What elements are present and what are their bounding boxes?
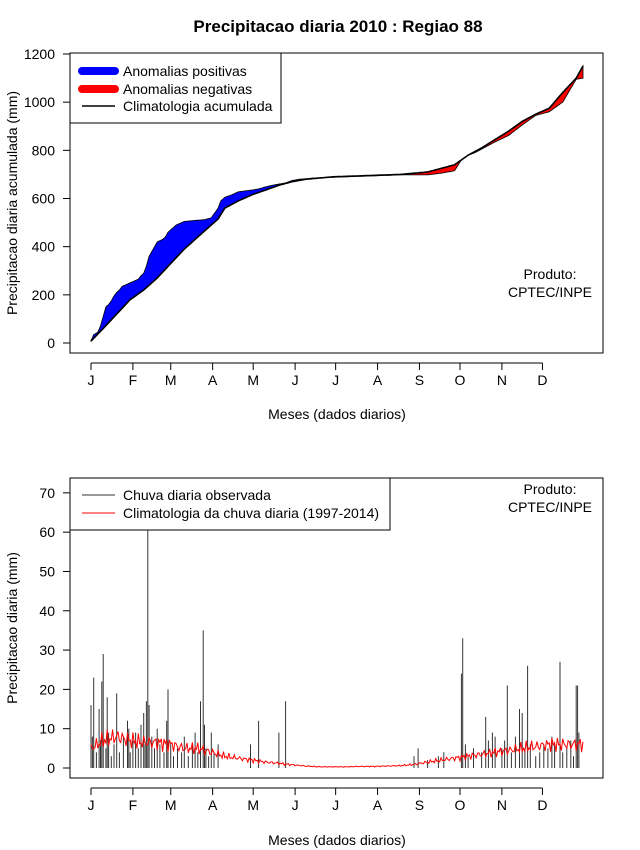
top-y-tick-label: 200 [32,287,56,303]
top-x-tick-label: N [497,372,507,388]
top-product-source: CPTEC/INPE [508,284,592,300]
bottom-legend: Chuva diaria observada Climatologia da c… [69,477,391,531]
bottom-x-tick-label: N [497,797,507,813]
top-x-tick-label: J [292,372,299,388]
top-x-tick-label: A [208,372,218,388]
bottom-x-axis-label: Meses (dados diarios) [268,832,406,848]
bottom-x-tick-label: J [332,797,339,813]
daily-climatology-line [90,729,584,768]
top-x-tick-label: J [332,372,339,388]
bottom-y-axis: 0 10 20 30 40 50 60 70 [39,485,71,776]
top-x-tick-label: M [165,372,177,388]
bottom-x-tick-label: M [247,797,259,813]
bottom-y-tick-label: 70 [39,485,55,501]
bottom-y-tick-label: 50 [39,563,55,579]
bottom-x-tick-label: J [88,797,95,813]
daily-chart: 0 10 20 30 40 50 60 70 J F M A M J J A S O N D Meses (dado… [4,477,604,848]
top-y-tick-label: 1200 [24,46,55,62]
top-x-axis-label: Meses (dados diarios) [268,406,406,422]
top-x-tick-label: O [455,372,466,388]
legend-negative-label: Anomalias negativas [123,81,252,97]
daily-observed-bars [90,524,580,768]
bottom-x-tick-label: M [165,797,177,813]
top-y-tick-label: 0 [47,335,55,351]
top-y-axis: 0 200 400 600 800 1000 1200 [24,46,71,351]
top-product-label: Produto: [524,266,577,282]
legend-climatology-label: Climatologia acumulada [123,98,273,114]
bottom-y-tick-label: 40 [39,603,55,619]
top-x-tick-label: A [373,372,383,388]
top-x-tick-label: S [415,372,424,388]
bottom-product-source: CPTEC/INPE [508,499,592,515]
climatology-accumulated-line [90,65,584,342]
top-x-tick-label: M [247,372,259,388]
bottom-legend-box [69,477,391,531]
bottom-y-tick-label: 20 [39,681,55,697]
top-y-tick-label: 1000 [24,94,55,110]
top-y-tick-label: 800 [32,142,56,158]
bottom-x-tick-label: O [455,797,466,813]
top-y-axis-label: Precipitacao diaria acumulada (mm) [4,91,20,315]
top-legend: Anomalias positivas Anomalias negativas … [69,52,282,124]
bottom-y-tick-label: 60 [39,524,55,540]
legend-positive-label: Anomalias positivas [123,63,247,79]
chart-title: Precipitacao diaria 2010 : Regiao 88 [193,17,482,36]
bottom-y-tick-label: 30 [39,642,55,658]
accumulated-chart: 0 200 400 600 800 1000 1200 J F M A M J J A S O N D Meses… [4,46,604,422]
bottom-x-tick-label: D [537,797,547,813]
bottom-y-axis-label: Precipitacao diaria (mm) [4,552,20,704]
top-y-tick-label: 400 [32,239,56,255]
bottom-y-tick-label: 0 [47,760,55,776]
bottom-x-tick-label: S [415,797,424,813]
legend-observed-label: Chuva diaria observada [123,487,271,503]
bottom-x-tick-label: A [373,797,383,813]
top-x-tick-label: J [88,372,95,388]
top-y-tick-label: 600 [32,191,56,207]
legend-daily-climatology-label: Climatologia da chuva diaria (1997-2014) [123,505,379,521]
bottom-x-tick-label: J [292,797,299,813]
bottom-product-label: Produto: [524,481,577,497]
bottom-x-tick-label: A [208,797,218,813]
top-x-tick-label: D [537,372,547,388]
bottom-x-tick-label: F [129,797,138,813]
bottom-y-tick-label: 10 [39,721,55,737]
top-x-tick-label: F [129,372,138,388]
